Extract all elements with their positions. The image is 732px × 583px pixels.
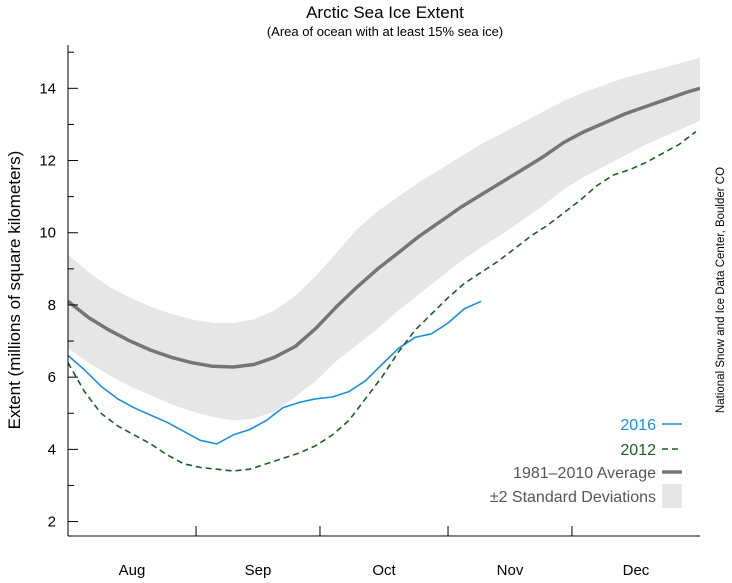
credit-text: National Snow and Ice Data Center, Bould… (715, 167, 727, 413)
y-tick-label: 12 (39, 153, 56, 170)
y-tick-label: 4 (48, 441, 56, 458)
std-band-layer (68, 58, 700, 421)
chart-subtitle: (Area of ocean with at least 15% sea ice… (267, 24, 503, 39)
legend-swatch-band (662, 484, 682, 508)
x-month-labels: Aug Sep Oct Nov Dec (119, 562, 650, 579)
sea-ice-chart: Arctic Sea Ice Extent (Area of ocean wit… (0, 0, 732, 583)
y-tick-label: 2 (48, 514, 56, 531)
y-tick-label: 14 (39, 80, 56, 97)
x-month-label: Oct (372, 562, 396, 579)
y-axis-label: Extent (millions of square kilometers) (5, 151, 24, 430)
x-month-label: Nov (497, 562, 524, 579)
x-month-label: Sep (245, 562, 272, 579)
legend-label-band: ±2 Standard Deviations (490, 489, 656, 506)
legend: 2016 2012 1981–2010 Average ±2 Standard Dev… (490, 417, 682, 508)
legend-label-2016: 2016 (620, 417, 656, 434)
y-tick-label: 8 (48, 297, 56, 314)
y-tick-label: 10 (39, 225, 56, 242)
std-band (68, 58, 700, 421)
chart-title: Arctic Sea Ice Extent (306, 3, 464, 22)
y-tick-label: 6 (48, 369, 56, 386)
legend-label-2012: 2012 (620, 442, 656, 459)
x-month-label: Dec (623, 562, 650, 579)
x-month-label: Aug (119, 562, 146, 579)
legend-label-avg: 1981–2010 Average (513, 465, 656, 482)
